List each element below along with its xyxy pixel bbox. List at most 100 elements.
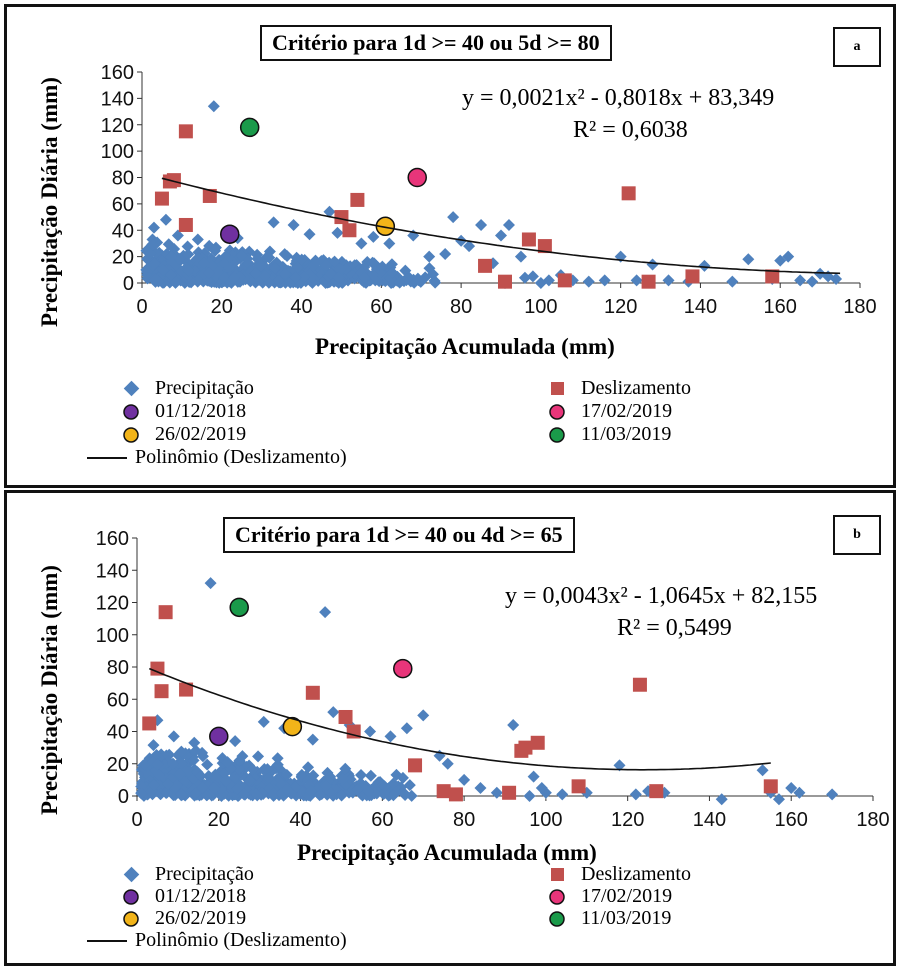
y-tick-label: 80 <box>112 168 134 190</box>
deslizamento-point <box>142 716 157 731</box>
deslizamento-point <box>338 709 353 724</box>
legend-label: 26/02/2019 <box>155 423 247 445</box>
precipitacao-point <box>271 758 284 771</box>
legend-label: Polinômio (Deslizamento) <box>135 446 347 468</box>
y-tick-label: 100 <box>101 141 134 163</box>
point-01-12-2018 <box>209 726 229 747</box>
diamond-icon <box>117 379 147 399</box>
x-axis-label: Precipitação Acumulada (mm) <box>297 840 597 865</box>
y-tick-label: 20 <box>107 754 129 776</box>
precipitacao-point <box>267 216 280 229</box>
precipitacao-point <box>419 271 432 284</box>
precipitacao-point <box>826 788 839 801</box>
chart-panel-a: 0 20 40 60 80 100 120 140 160 0 20 40 60 80 100 120 140 1… <box>4 4 896 488</box>
legend-label: 26/02/2019 <box>155 907 247 929</box>
x-tick-label: 40 <box>289 809 311 831</box>
polynomial-trendline <box>148 667 771 771</box>
deslizamento-point <box>178 217 193 232</box>
precipitacao-point <box>358 271 371 284</box>
precipitacao-point <box>196 746 209 759</box>
r-squared: R² = 0,5499 <box>617 615 732 641</box>
precipitacao-point <box>782 250 795 263</box>
circle-icon <box>543 887 573 907</box>
precipitacao-point <box>251 789 264 802</box>
precipitacao-point <box>228 271 241 284</box>
precipitacao-point <box>287 218 300 231</box>
precipitacao-point <box>252 750 265 763</box>
x-tick-label: 80 <box>450 296 472 318</box>
precipitacao-point <box>384 730 397 743</box>
precipitacao-point <box>698 259 711 272</box>
precipitacao-point <box>364 725 377 738</box>
precipitacao-point <box>246 763 259 776</box>
legend-precipitacao: Precipitação <box>117 863 254 886</box>
x-tick-label: 100 <box>529 809 562 831</box>
point-17-02-2019 <box>393 658 413 679</box>
x-axis-label: Precipitação Acumulada (mm) <box>315 334 615 359</box>
precipitacao-point <box>149 273 162 286</box>
precipitacao-point <box>181 240 194 253</box>
precipitacao-point <box>351 783 364 796</box>
precipitacao-point <box>756 764 769 777</box>
precipitacao-point <box>221 756 234 769</box>
x-tick-label: 160 <box>764 296 797 318</box>
precipitacao-point <box>398 787 411 800</box>
x-tick-label: 140 <box>684 296 717 318</box>
circle-icon <box>117 887 147 907</box>
precipitacao-point <box>335 255 348 268</box>
precipitacao-point <box>475 218 488 231</box>
legend-label: 11/03/2019 <box>581 907 672 929</box>
deslizamento-point <box>448 787 463 802</box>
precipitacao-point <box>147 739 160 752</box>
precipitacao-point <box>304 784 317 797</box>
precipitacao-point <box>344 773 357 786</box>
precipitacao-point <box>146 756 159 769</box>
precipitacao-point <box>386 266 399 279</box>
precipitacao-point <box>319 606 332 619</box>
deslizamento-point <box>621 186 636 201</box>
precipitacao-point <box>662 274 675 287</box>
deslizamento-point <box>334 210 349 225</box>
y-tick-label: 60 <box>107 689 129 711</box>
precipitacao-point <box>196 781 209 794</box>
precipitacao-point <box>170 779 183 792</box>
legend-label: Deslizamento <box>581 377 691 399</box>
y-tick-label: 40 <box>112 220 134 242</box>
precipitacao-point <box>194 770 207 783</box>
legend-01-12-2018: 01/12/2018 <box>117 400 246 423</box>
precipitacao-point <box>211 266 224 279</box>
precipitacao-point <box>281 784 294 797</box>
y-tick-label: 80 <box>107 657 129 679</box>
precipitacao-point <box>336 773 349 786</box>
circle-icon <box>117 402 147 422</box>
deslizamento-point <box>346 724 361 739</box>
precipitacao-point <box>339 762 352 775</box>
precipitacao-point <box>263 251 276 264</box>
legend-polinomio: Polinômio (Deslizamento) <box>87 446 347 469</box>
precipitacao-point <box>396 771 409 784</box>
y-tick-label: 120 <box>96 593 129 615</box>
precipitacao-point <box>307 769 320 782</box>
legend-26-02-2019: 26/02/2019 <box>117 423 246 446</box>
deslizamento-point <box>632 677 647 692</box>
precipitacao-point <box>403 779 416 792</box>
precipitacao-point <box>224 762 237 775</box>
point-11-03-2019 <box>229 597 249 618</box>
polynomial-trendline <box>161 177 841 275</box>
circle-icon <box>117 909 147 929</box>
precipitacao-point <box>303 228 316 241</box>
precipitacao-point <box>135 780 148 793</box>
precipitacao-point <box>189 787 202 800</box>
x-tick-label: 20 <box>211 296 233 318</box>
precipitacao-point <box>167 730 180 743</box>
precipitacao-point <box>613 759 626 772</box>
legend-label: Deslizamento <box>581 863 691 885</box>
y-tick-label: 160 <box>101 62 134 84</box>
x-tick-label: 180 <box>856 809 889 831</box>
precipitacao-point <box>191 766 204 779</box>
precipitacao-point <box>313 789 326 802</box>
deslizamento-point <box>436 784 451 799</box>
precipitacao-point <box>182 264 195 277</box>
point-01-12-2018 <box>220 224 240 244</box>
precipitacao-point <box>502 218 515 231</box>
